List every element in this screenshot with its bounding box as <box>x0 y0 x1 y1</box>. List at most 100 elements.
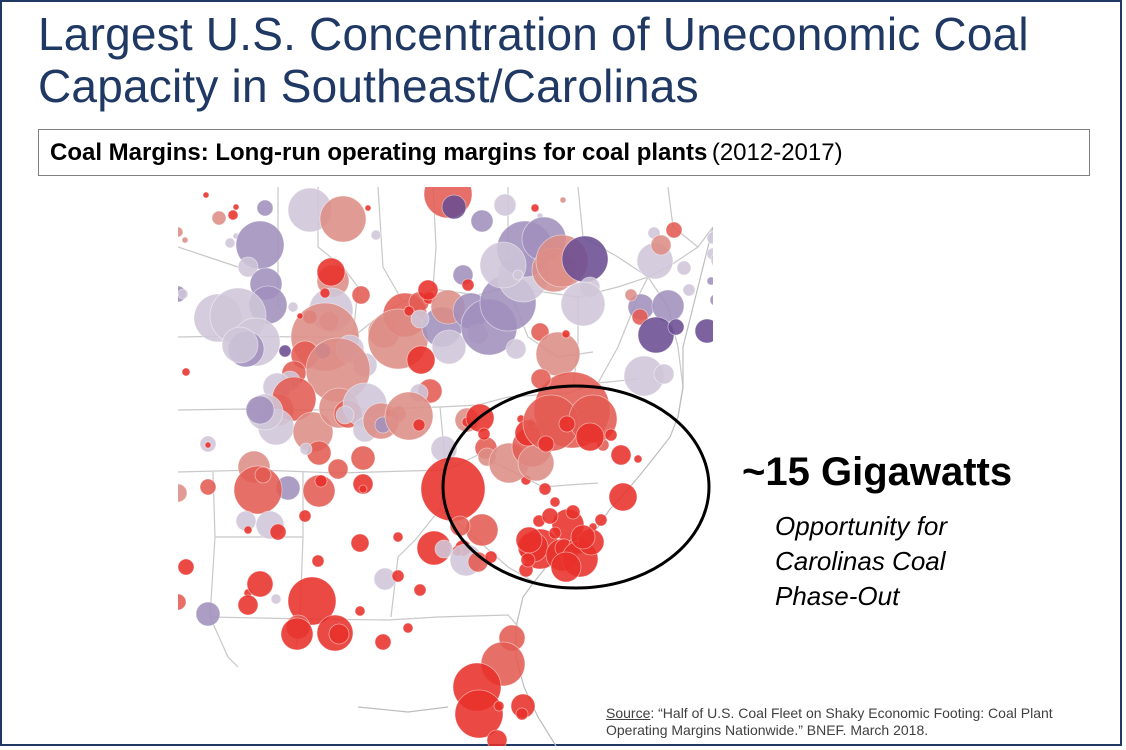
coal-plant-marker <box>319 287 331 299</box>
subtitle-bold-text: Coal Margins: Long-run operating margins… <box>50 139 708 166</box>
coal-plant-marker <box>653 363 675 385</box>
slide-title: Largest U.S. Concentration of Uneconomic… <box>38 8 1029 112</box>
coal-plant-marker <box>278 344 292 358</box>
coal-plant-marker <box>559 196 567 204</box>
coal-plant-marker <box>530 203 540 213</box>
coal-plant-marker <box>202 191 210 199</box>
source-text: : “Half of U.S. Coal Fleet on Shaky Econ… <box>606 705 1053 738</box>
coal-plant-marker <box>594 513 608 527</box>
coal-plant-marker <box>412 418 426 432</box>
coal-plant-marker <box>541 507 559 525</box>
coal-plant-marker <box>608 482 638 512</box>
coal-plant-marker <box>575 422 605 452</box>
coal-plant-marker <box>327 458 349 480</box>
coal-plant-marker <box>461 278 475 292</box>
coal-plant-marker <box>410 309 430 329</box>
coal-plant-marker <box>391 569 405 583</box>
coal-plant-marker <box>558 415 576 433</box>
coal-plant-marker <box>316 257 346 287</box>
coal-plant-marker <box>709 294 713 306</box>
coal-plant-marker <box>384 391 434 441</box>
coal-plant-marker <box>515 707 529 721</box>
coal-plant-marker <box>515 526 543 554</box>
source-citation: Source: “Half of U.S. Coal Fleet on Shak… <box>606 705 1096 739</box>
coal-plant-marker <box>413 583 427 597</box>
coal-plant-marker <box>538 482 552 496</box>
coal-plant-marker <box>549 496 561 508</box>
coal-plant-marker <box>434 539 454 559</box>
coal-plant-marker <box>604 428 618 442</box>
coal-plant-marker <box>224 237 236 249</box>
coal-plant-marker <box>682 283 696 297</box>
coal-plant-marker <box>311 554 325 568</box>
coal-plant-marker <box>694 318 713 344</box>
coal-plant-marker <box>706 276 713 286</box>
callout-headline: ~15 Gigawatts <box>742 450 1013 494</box>
coal-plant-marker <box>403 305 415 317</box>
coal-plant-marker <box>565 504 581 520</box>
coal-plant-marker <box>178 288 189 300</box>
coal-plant-marker <box>358 484 368 494</box>
coal-plant-marker <box>454 689 504 739</box>
coal-plant-marker <box>710 253 713 267</box>
coal-plant-marker <box>298 509 312 523</box>
coal-plant-marker <box>195 601 221 627</box>
coal-plant-marker <box>352 473 374 495</box>
coal-plant-marker <box>631 308 649 326</box>
coal-plant-marker <box>633 454 643 464</box>
coal-plant-marker <box>402 622 414 634</box>
coal-plant-marker <box>256 199 274 217</box>
coal-plant-marker <box>370 229 382 241</box>
coal-plant-marker <box>431 329 467 365</box>
coal-plant-marker <box>178 226 184 238</box>
coal-plant-marker <box>610 444 632 466</box>
coal-plant-marker <box>493 700 505 712</box>
coal-plant-marker <box>178 593 187 611</box>
coal-plant-marker <box>441 194 467 220</box>
coal-plant-marker <box>505 338 527 360</box>
coal-plant-marker <box>221 326 259 364</box>
coal-plant-marker <box>350 533 370 553</box>
map-svg <box>178 187 713 746</box>
coal-plant-marker <box>650 234 672 256</box>
coal-plant-marker <box>178 483 188 503</box>
coal-plant-marker <box>624 288 638 302</box>
coal-plant-marker <box>465 513 499 547</box>
coal-plant-marker <box>406 345 436 375</box>
coal-plant-marker <box>493 193 517 217</box>
coal-plant-marker <box>211 210 227 226</box>
coal-plant-marker <box>512 269 524 281</box>
coal-plant-markers <box>178 187 713 746</box>
coal-plant-marker <box>287 576 337 626</box>
coal-plant-marker <box>637 316 675 354</box>
carolinas-highlight-ellipse <box>441 384 711 590</box>
coal-plant-marker <box>561 235 609 283</box>
coal-plant-marker <box>314 474 328 488</box>
coal-plant-marker <box>351 285 371 305</box>
coal-plant-marker <box>676 260 692 276</box>
coal-plant-marker <box>548 526 562 540</box>
coal-plant-marker <box>420 456 486 522</box>
coal-plant-marker <box>287 301 299 313</box>
coal-plant-marker <box>232 203 240 211</box>
coal-plant-marker <box>520 552 536 568</box>
coal-plant-marker <box>328 623 350 645</box>
coal-plant-marker <box>364 204 372 212</box>
chart-subtitle-box: Coal Margins: Long-run operating margins… <box>38 129 1090 176</box>
coal-plant-marker <box>199 478 217 496</box>
coal-plant-marker <box>280 617 314 651</box>
coal-plant-marker <box>181 367 191 377</box>
coal-plant-marker <box>178 558 195 576</box>
coal-plant-marker <box>667 318 685 336</box>
coal-plant-marker <box>417 279 439 301</box>
coal-plant-marker <box>237 594 259 616</box>
coal-plant-marker <box>296 312 304 320</box>
coal-plant-marker <box>665 221 683 239</box>
coal-plant-marker <box>392 531 404 543</box>
coal-plant-marker <box>204 441 212 449</box>
coal-plant-marker <box>560 281 606 327</box>
coal-plant-marker <box>237 256 259 278</box>
coal-plant-marker <box>537 435 555 453</box>
source-label[interactable]: Source <box>606 705 651 721</box>
coal-plant-marker <box>270 593 282 605</box>
